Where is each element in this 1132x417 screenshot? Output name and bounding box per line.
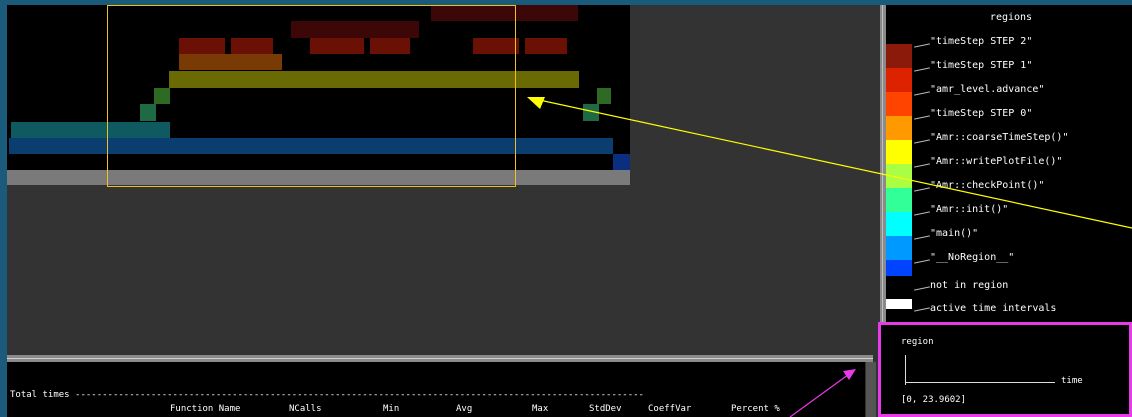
timeline-bar[interactable]	[613, 154, 630, 170]
col-percent: Percent %	[731, 404, 780, 414]
legend-item-label[interactable]: "__NoRegion__"	[930, 252, 1015, 263]
legend-swatch	[886, 188, 912, 212]
magenta-arrowhead	[843, 369, 856, 380]
timeline-bar[interactable]	[597, 88, 611, 104]
legend-item-label[interactable]: "main()"	[930, 228, 979, 239]
legend-swatch	[886, 44, 912, 68]
yellow-arrowhead	[527, 97, 545, 109]
timeline-bar[interactable]	[231, 38, 273, 54]
info-y-axis	[905, 355, 906, 385]
timeline-bar[interactable]	[140, 104, 156, 121]
region-timeline-view[interactable]	[7, 5, 630, 185]
timeline-bar[interactable]	[169, 71, 579, 88]
stats-panel: Total times ----------------------------…	[7, 362, 865, 417]
stats-heading: Total times ----------------------------…	[10, 390, 644, 400]
timeline-floor	[7, 170, 630, 185]
timeline-bar[interactable]	[11, 122, 170, 138]
yellow-arrow	[529, 97, 1132, 229]
legend-panel	[886, 5, 1132, 325]
legend-item-label[interactable]: "Amr::checkPoint()"	[930, 180, 1045, 191]
legend-item-label[interactable]: "Amr::coarseTimeStep()"	[930, 132, 1069, 143]
legend-swatch	[886, 236, 912, 260]
legend-swatch-not-in-region	[886, 276, 912, 290]
legend-label-active-intervals: active time intervals	[930, 303, 1057, 314]
timeline-bar[interactable]	[370, 38, 410, 54]
timeline-bar[interactable]	[310, 38, 364, 54]
timeline-bar[interactable]	[179, 54, 282, 70]
timeline-bar[interactable]	[525, 38, 567, 54]
stats-scrollbar[interactable]	[866, 362, 876, 417]
legend-item-label[interactable]: "Amr::writePlotFile()"	[930, 156, 1063, 167]
legend-swatch-active	[886, 299, 912, 309]
legend-item-label[interactable]: "timeStep STEP 0"	[930, 108, 1033, 119]
vertical-splitter[interactable]	[880, 5, 886, 325]
legend-item-label[interactable]: "timeStep STEP 2"	[930, 36, 1033, 47]
legend-swatch	[886, 116, 912, 140]
col-avg: Avg	[456, 404, 473, 414]
col-stddev: StdDev	[589, 404, 622, 414]
col-function-name: Function Name	[170, 404, 241, 414]
info-region-label: region	[901, 337, 934, 347]
info-range: [0, 23.9602]	[901, 395, 967, 405]
timeline-bar[interactable]	[291, 21, 419, 38]
col-ncalls: NCalls	[289, 404, 322, 414]
legend-swatch	[886, 212, 912, 236]
col-coeffvar: CoeffVar	[648, 404, 692, 414]
timeline-bar[interactable]	[473, 38, 519, 54]
timeline-bar[interactable]	[179, 38, 225, 54]
timeline-bar[interactable]	[9, 138, 613, 154]
legend-swatch	[886, 92, 912, 116]
legend-swatch	[886, 140, 912, 164]
col-max: Max	[532, 404, 549, 414]
selection-box[interactable]	[107, 5, 516, 187]
legend-swatch	[886, 68, 912, 92]
info-time-label: time	[1061, 376, 1083, 386]
legend-item-label[interactable]: "timeStep STEP 1"	[930, 60, 1033, 71]
col-min: Min	[383, 404, 400, 414]
magenta-arrow	[789, 371, 853, 417]
timeline-bar[interactable]	[583, 104, 599, 121]
timeline-bar[interactable]	[154, 88, 170, 104]
legend-item-label[interactable]: "amr_level.advance"	[930, 84, 1045, 95]
legend-title: regions	[989, 12, 1033, 23]
legend-item-label[interactable]: "Amr::init()"	[930, 204, 1009, 215]
region-info-panel: region time [0, 23.9602]	[878, 322, 1132, 417]
splitter-line	[7, 358, 873, 359]
timeline-bar[interactable]	[431, 5, 578, 21]
splitter-line	[882, 5, 883, 325]
info-x-axis	[905, 382, 1055, 383]
legend-label-not-in-region: not in region	[930, 280, 1009, 291]
